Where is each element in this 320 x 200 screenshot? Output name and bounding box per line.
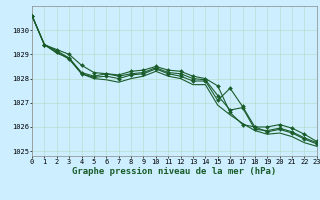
X-axis label: Graphe pression niveau de la mer (hPa): Graphe pression niveau de la mer (hPa) <box>72 167 276 176</box>
